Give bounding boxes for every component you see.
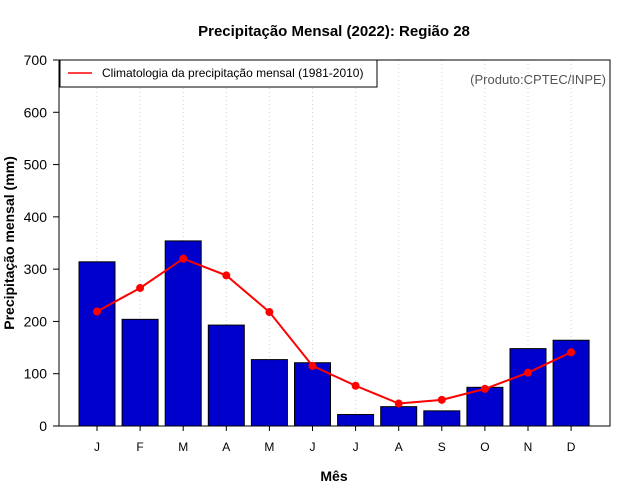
x-tick-label: J bbox=[353, 440, 359, 454]
legend-entry-climatology: Climatologia da precipitação mensal (198… bbox=[102, 66, 363, 80]
climatology-point bbox=[265, 308, 274, 317]
bar bbox=[294, 362, 331, 427]
chart-title: Precipitação Mensal (2022): Região 28 bbox=[198, 23, 470, 40]
bar-series bbox=[78, 240, 590, 427]
climatology-point bbox=[179, 254, 188, 263]
x-tick-label: J bbox=[310, 440, 316, 454]
y-tick-label: 100 bbox=[24, 366, 48, 382]
x-tick-label: F bbox=[136, 440, 143, 454]
y-axis: 0 100 200 300 400 500 600 700 bbox=[24, 52, 59, 434]
y-tick-label: 0 bbox=[39, 418, 47, 434]
climatology-point bbox=[93, 307, 101, 316]
y-tick-label: 200 bbox=[24, 313, 48, 329]
x-tick-label: A bbox=[222, 440, 230, 454]
climatology-point bbox=[567, 348, 576, 357]
x-tick-label: D bbox=[567, 440, 576, 454]
climatology-point bbox=[394, 399, 403, 408]
climatology-line bbox=[96, 257, 572, 405]
bar bbox=[509, 348, 547, 427]
bar bbox=[78, 261, 116, 427]
bar bbox=[207, 324, 245, 427]
credit-annotation: (Produto:CPTEC/INPE) bbox=[470, 72, 606, 87]
x-axis-label: Mês bbox=[320, 468, 347, 484]
climatology-point bbox=[524, 368, 532, 377]
climatology-point bbox=[480, 384, 489, 393]
bar bbox=[164, 240, 202, 427]
y-tick-label: 300 bbox=[24, 261, 48, 277]
x-tick-label: M bbox=[178, 440, 188, 454]
climatology-point bbox=[437, 395, 446, 404]
bar bbox=[337, 413, 375, 427]
x-tick-label: S bbox=[438, 440, 446, 454]
x-tick-label: J bbox=[94, 440, 100, 454]
climatology-point bbox=[136, 283, 145, 292]
x-tick-label: N bbox=[524, 440, 533, 454]
bar bbox=[423, 410, 461, 427]
y-tick-label: 700 bbox=[24, 52, 48, 68]
y-tick-label: 600 bbox=[24, 104, 48, 120]
legend-box bbox=[59, 59, 378, 88]
y-tick-label: 500 bbox=[24, 157, 48, 173]
bar bbox=[121, 318, 159, 427]
climatology-point bbox=[308, 361, 317, 370]
legend: Climatologia da precipitação mensal (198… bbox=[59, 59, 378, 88]
y-axis-label: Precipitação mensal (mm) bbox=[1, 156, 17, 330]
climatology-point bbox=[351, 381, 360, 390]
x-tick-label: A bbox=[395, 440, 403, 454]
bar bbox=[380, 406, 418, 427]
bar bbox=[250, 359, 288, 427]
x-tick-label: O bbox=[480, 440, 489, 454]
climatology-line-series bbox=[93, 254, 576, 408]
y-tick-label: 400 bbox=[24, 209, 48, 225]
x-tick-label: M bbox=[264, 440, 274, 454]
climatology-point bbox=[222, 271, 231, 280]
